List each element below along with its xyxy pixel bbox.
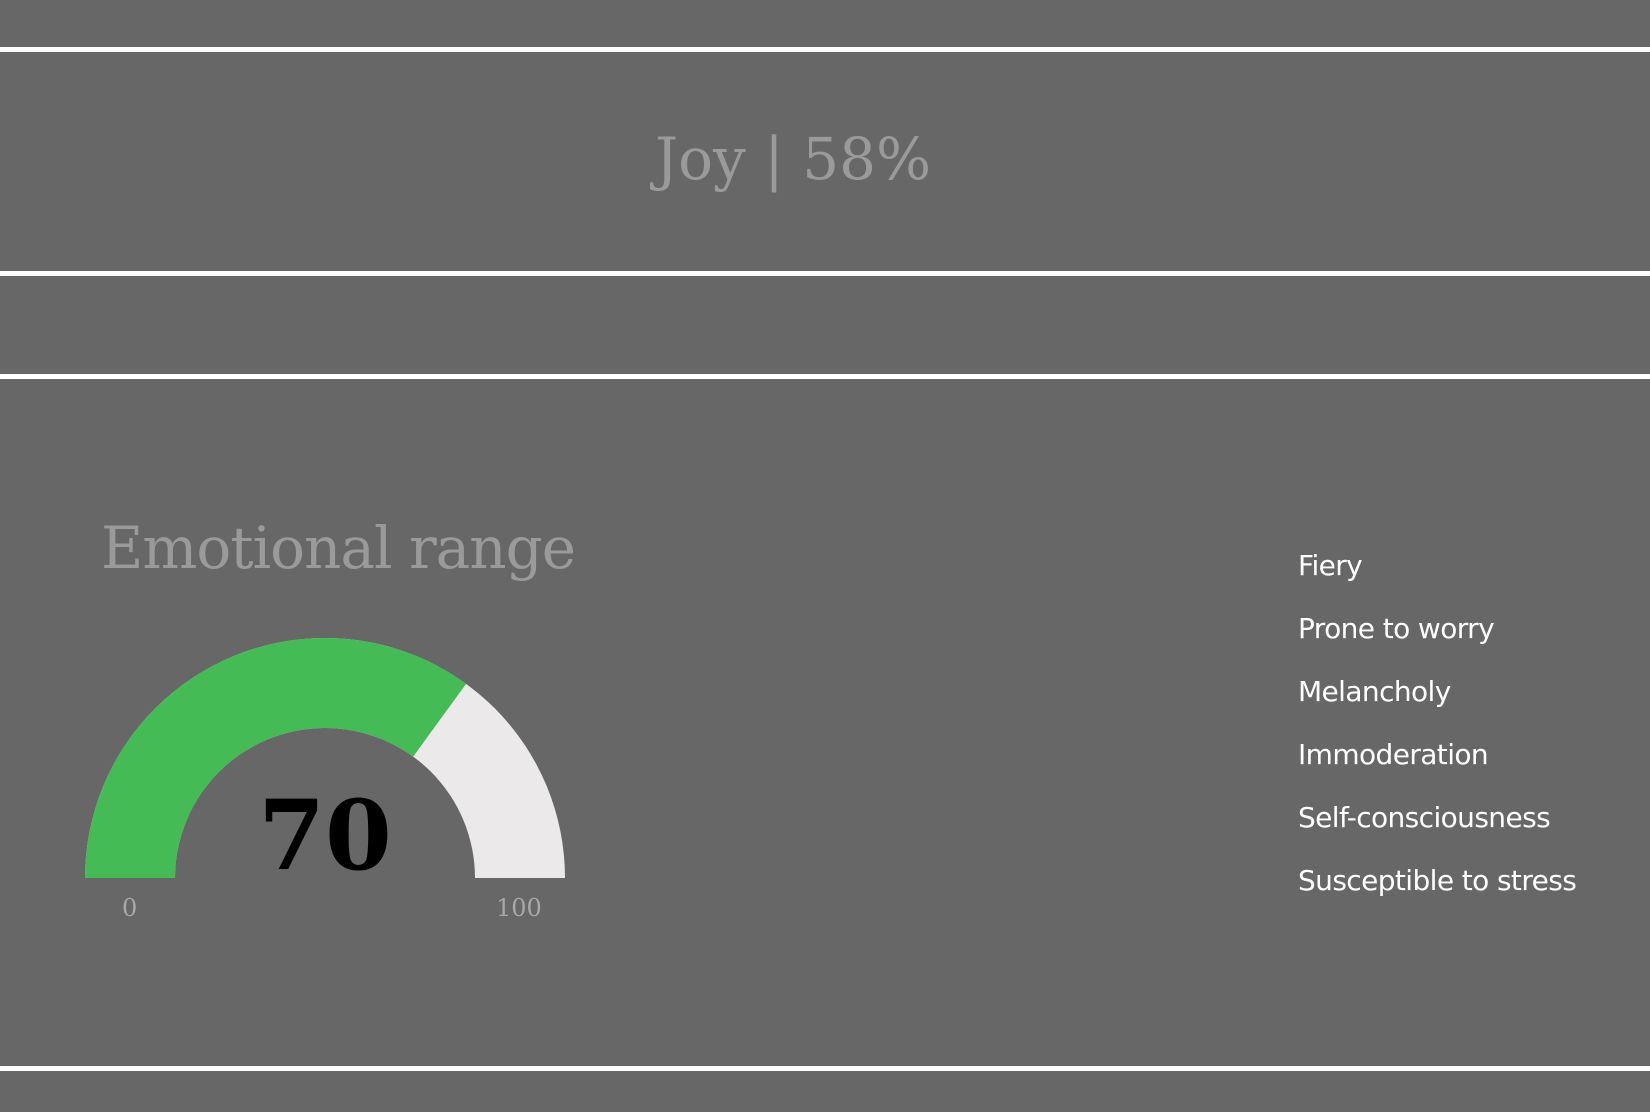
- divider-line: [0, 47, 1650, 52]
- facet-item-immoderation[interactable]: Immoderation: [1298, 738, 1489, 771]
- facet-item-melancholy[interactable]: Melancholy: [1298, 675, 1451, 708]
- divider-line: [0, 271, 1650, 276]
- facet-item-prone-to-worry[interactable]: Prone to worry: [1298, 612, 1495, 645]
- facet-item-susceptible-to-stress[interactable]: Susceptible to stress: [1298, 864, 1577, 897]
- gauge-value: 70: [258, 779, 392, 892]
- gauge-min-label: 0: [122, 894, 138, 922]
- emotional-range-title: Emotional range: [101, 514, 576, 582]
- emotional-range-gauge: [85, 638, 565, 878]
- facet-item-self-consciousness[interactable]: Self-consciousness: [1298, 801, 1551, 834]
- facet-list: Fiery Prone to worry Melancholy Immodera…: [1298, 546, 1577, 924]
- facet-item-fiery[interactable]: Fiery: [1298, 549, 1363, 582]
- joy-headline: Joy | 58%: [654, 125, 932, 193]
- gauge-fill: [85, 638, 467, 878]
- gauge-max-label: 100: [496, 894, 542, 922]
- divider-line: [0, 374, 1650, 379]
- divider-line: [0, 1066, 1650, 1071]
